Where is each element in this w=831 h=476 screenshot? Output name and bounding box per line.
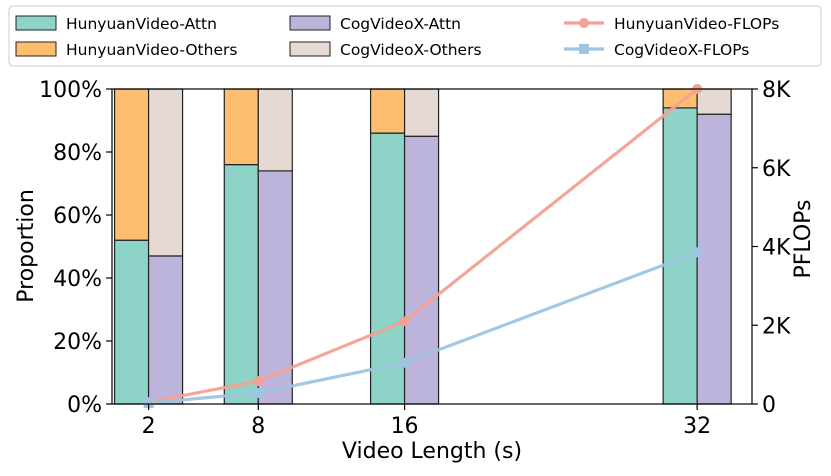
x-axis-label: Video Length (s) xyxy=(342,439,522,464)
legend-frame xyxy=(8,5,822,67)
y-tick-label: 60% xyxy=(53,204,102,229)
legend-label-cogvideox-flops: CogVideoX-FLOPs xyxy=(614,41,749,59)
bar-hunyuanvideo-attn-8 xyxy=(223,164,259,405)
x-tick-label: 16 xyxy=(391,414,419,439)
bar-cogvideox-others-8 xyxy=(257,88,293,172)
y-tick-label: 100% xyxy=(39,78,102,103)
point-cogvideox-flops-8 xyxy=(253,387,264,398)
y-right-tick-label: 4K xyxy=(762,236,791,261)
legend-items: HunyuanVideo-Attn HunyuanVideo-Others CogV… xyxy=(15,15,779,59)
legend-label-hunyuanvideo-attn: HunyuanVideo-Attn xyxy=(66,15,217,33)
bar-hunyuanvideo-others-16 xyxy=(369,88,406,134)
point-hunyuanvideo-flops-8 xyxy=(253,376,264,387)
y-tick-label: 80% xyxy=(53,141,102,166)
legend-marker-hunyuanvideo-flops xyxy=(579,18,589,28)
bars-layer xyxy=(113,88,732,405)
point-cogvideox-flops-16 xyxy=(399,357,410,368)
legend-marker-cogvideox-flops xyxy=(579,44,589,54)
legend-label-cogvideox-others: CogVideoX-Others xyxy=(340,41,482,59)
line-cogvideox-flops xyxy=(148,250,698,405)
legend-swatch-cogvideox-others xyxy=(289,41,331,57)
y-right-tick-label: 8K xyxy=(762,78,791,103)
legend-swatch-cogvideox-attn xyxy=(289,15,331,31)
bar-cogvideox-others-32 xyxy=(696,88,732,115)
bar-hunyuanvideo-others-8 xyxy=(223,88,259,166)
legend-label-cogvideox-attn: CogVideoX-Attn xyxy=(340,15,461,33)
bar-cogvideox-attn-32 xyxy=(696,113,732,405)
x-tick-label: 2 xyxy=(142,414,156,439)
bar-cogvideox-others-16 xyxy=(403,88,440,137)
y-tick-label: 40% xyxy=(53,267,102,292)
y-right-tick-label: 2K xyxy=(762,314,791,339)
legend-label-hunyuanvideo-others: HunyuanVideo-Others xyxy=(66,41,237,59)
x-tick-label: 32 xyxy=(683,414,711,439)
legend-label-hunyuanvideo-flops: HunyuanVideo-FLOPs xyxy=(614,15,779,33)
legend-swatch-hunyuanvideo-attn xyxy=(15,15,57,31)
x-tick-label: 8 xyxy=(251,414,265,439)
point-cogvideox-flops-2 xyxy=(143,398,154,409)
axes-layer: 0% 20% 40% 60% 80% 100% 0 2K 4K 6K 8K 2 8 16 32 xyxy=(39,78,791,439)
bar-hunyuanvideo-attn-2 xyxy=(113,239,150,405)
bar-cogvideox-others-2 xyxy=(147,88,184,257)
point-hunyuanvideo-flops-16 xyxy=(399,316,410,327)
y-axis-label: Proportion xyxy=(14,189,39,303)
point-cogvideox-flops-32 xyxy=(692,247,703,258)
y-right-tick-label: 0 xyxy=(762,393,776,418)
bar-cogvideox-attn-2 xyxy=(147,255,184,405)
bar-cogvideox-attn-16 xyxy=(403,135,440,405)
legend-swatch-hunyuanvideo-others xyxy=(15,41,57,57)
y-tick-label: 20% xyxy=(53,330,102,355)
y-right-tick-label: 6K xyxy=(762,157,791,182)
bar-hunyuanvideo-others-2 xyxy=(113,88,150,241)
y-axis-right-label: PFLOPs xyxy=(791,199,816,278)
legend: HunyuanVideo-Attn HunyuanVideo-Others CogV… xyxy=(8,5,822,67)
line-hunyuanvideo-flops xyxy=(148,87,699,404)
y-tick-label: 0% xyxy=(67,393,102,418)
